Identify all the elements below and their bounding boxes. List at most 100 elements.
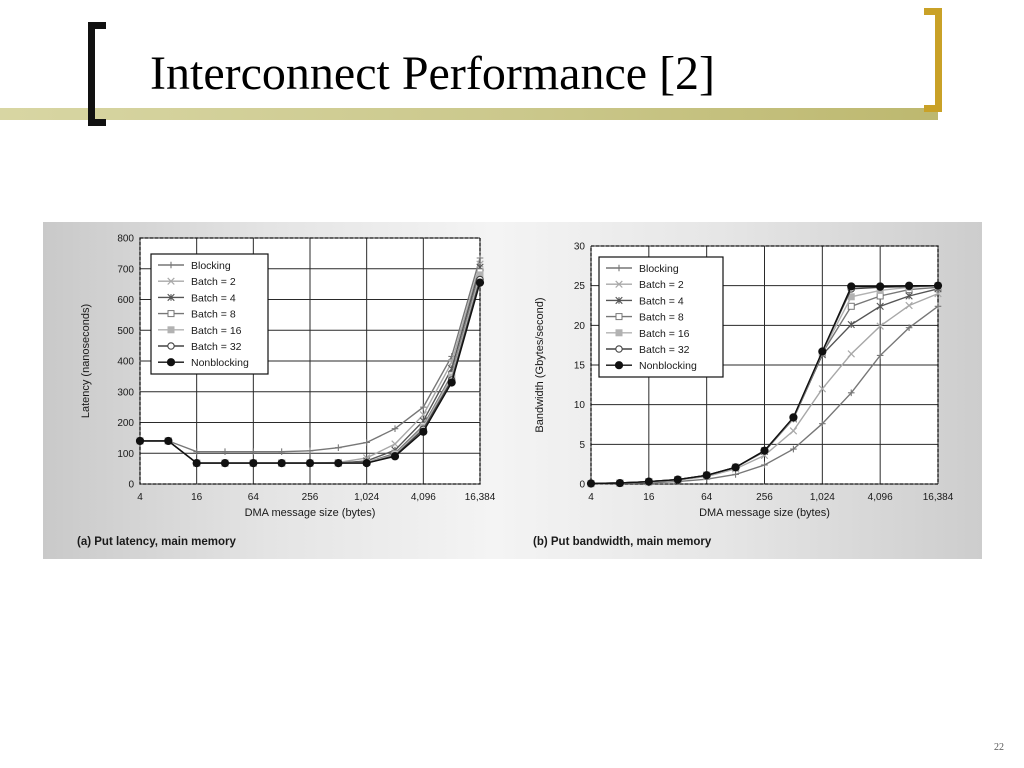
data-point bbox=[192, 458, 201, 468]
data-point bbox=[221, 448, 229, 456]
data-point bbox=[335, 444, 342, 452]
data-point bbox=[220, 458, 230, 468]
x-tick-label: 4,096 bbox=[868, 492, 893, 503]
y-tick-label: 600 bbox=[117, 295, 134, 306]
data-point bbox=[390, 452, 400, 461]
x-tick-label: 4 bbox=[137, 492, 143, 503]
data-point bbox=[447, 378, 456, 387]
data-point bbox=[789, 427, 798, 435]
data-point bbox=[135, 436, 145, 446]
data-point bbox=[391, 425, 399, 432]
latency-chart: 0 100 200 300 400 500 600 700 800 4 16 64 256 1,024 4,… bbox=[77, 234, 496, 549]
right-bracket-decoration bbox=[924, 8, 942, 112]
legend-marker bbox=[615, 329, 623, 337]
legend-marker bbox=[615, 264, 623, 272]
left-bracket-decoration bbox=[88, 22, 106, 126]
legend-marker bbox=[614, 361, 624, 370]
legend-entry: Batch = 16 bbox=[158, 325, 242, 337]
legend-marker bbox=[167, 342, 175, 350]
x-axis-label: DMA message size (bytes) bbox=[699, 507, 830, 519]
data-point bbox=[673, 475, 682, 484]
y-tick-label: 300 bbox=[117, 387, 134, 398]
bandwidth-chart: 0 5 10 15 20 25 30 4 16 64 256 1,024 4,096 16,384 DMA … bbox=[533, 242, 954, 549]
data-point bbox=[818, 385, 827, 393]
x-tick-label: 64 bbox=[248, 492, 260, 503]
data-point bbox=[876, 282, 885, 291]
data-point bbox=[476, 254, 484, 262]
x-tick-label: 16 bbox=[191, 492, 203, 503]
legend-entry: Batch = 8 bbox=[606, 312, 684, 324]
data-point bbox=[334, 458, 343, 468]
x-tick-label: 16 bbox=[643, 492, 655, 503]
y-tick-label: 800 bbox=[117, 234, 134, 245]
x-tick-label: 4 bbox=[588, 492, 594, 503]
data-point bbox=[306, 447, 314, 455]
data-point bbox=[731, 463, 740, 472]
y-tick-label: 30 bbox=[574, 242, 586, 253]
data-point bbox=[905, 324, 913, 332]
legend-marker bbox=[615, 296, 623, 305]
data-point bbox=[905, 292, 913, 300]
x-tick-label: 4,096 bbox=[411, 492, 436, 503]
data-point bbox=[819, 420, 826, 428]
legend-entry: Batch = 2 bbox=[158, 276, 236, 288]
legend-marker bbox=[166, 358, 176, 367]
series-nonblocking bbox=[586, 281, 943, 488]
legend-entry: Blocking bbox=[606, 263, 679, 275]
y-tick-label: 100 bbox=[117, 449, 134, 460]
legend-entry: Batch = 4 bbox=[158, 292, 236, 304]
legend-entry: Blocking bbox=[158, 260, 231, 272]
legend-marker bbox=[167, 310, 175, 318]
data-point bbox=[615, 478, 625, 488]
data-point bbox=[305, 458, 315, 468]
data-point bbox=[790, 445, 797, 453]
y-tick-label: 20 bbox=[574, 321, 586, 332]
x-tick-label: 1,024 bbox=[810, 492, 835, 503]
x-tick-label: 256 bbox=[302, 492, 319, 503]
data-point bbox=[644, 477, 653, 486]
data-point bbox=[164, 436, 173, 446]
data-point bbox=[193, 448, 200, 456]
data-point bbox=[934, 302, 942, 310]
y-tick-label: 400 bbox=[117, 357, 134, 368]
y-tick-label: 200 bbox=[117, 418, 134, 429]
legend-entry: Batch = 8 bbox=[158, 309, 236, 321]
legend-entry: Batch = 32 bbox=[606, 344, 690, 356]
data-point bbox=[420, 403, 427, 411]
x-tick-label: 1,024 bbox=[354, 492, 379, 503]
data-point bbox=[278, 448, 285, 456]
legend-entry: Batch = 16 bbox=[606, 328, 690, 340]
data-point bbox=[876, 352, 884, 359]
data-point bbox=[876, 302, 884, 310]
data-point bbox=[391, 440, 399, 448]
data-point bbox=[760, 446, 769, 455]
data-point bbox=[904, 281, 914, 290]
legend-entry: Batch = 2 bbox=[606, 279, 684, 291]
y-axis-label: Latency (nanoseconds) bbox=[80, 304, 92, 418]
legend-label: Nonblocking bbox=[191, 357, 249, 369]
legend-marker bbox=[167, 326, 175, 334]
legend-entry: Nonblocking bbox=[606, 360, 697, 372]
data-point bbox=[362, 458, 371, 468]
data-point bbox=[702, 471, 711, 480]
y-tick-label: 25 bbox=[574, 281, 586, 292]
data-point bbox=[761, 461, 768, 469]
legend: Blocking Batch = 2 Batch = 4 Batch = 8 Batch… bbox=[150, 253, 269, 375]
data-point bbox=[818, 347, 827, 356]
legend-label: Batch = 4 bbox=[639, 295, 684, 307]
data-point bbox=[363, 439, 370, 446]
legend-marker bbox=[167, 261, 175, 269]
legend-marker bbox=[615, 280, 623, 288]
y-tick-label: 5 bbox=[579, 440, 585, 451]
data-point bbox=[419, 427, 428, 436]
title-accent-bar bbox=[0, 108, 938, 120]
legend-label: Blocking bbox=[191, 260, 231, 272]
data-point bbox=[789, 413, 798, 422]
legend-label: Blocking bbox=[639, 263, 679, 275]
y-tick-label: 500 bbox=[117, 326, 134, 337]
y-tick-label: 10 bbox=[574, 400, 586, 411]
y-tick-label: 15 bbox=[574, 361, 586, 372]
page-number: 22 bbox=[994, 742, 1004, 753]
series-nonblocking bbox=[135, 278, 485, 468]
data-point bbox=[732, 471, 739, 478]
